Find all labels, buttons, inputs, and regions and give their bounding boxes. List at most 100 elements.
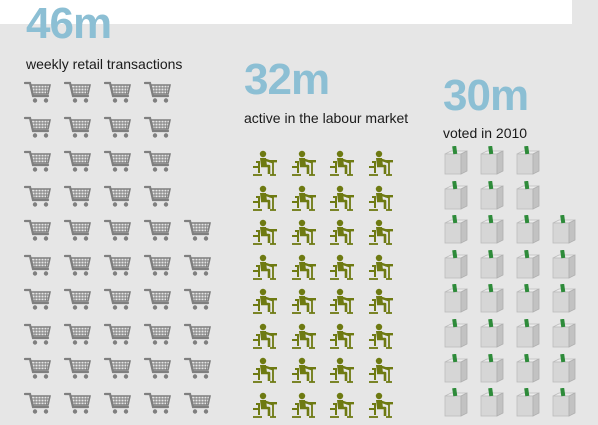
shopping-cart-icon — [183, 253, 212, 277]
ballot-box-icon — [551, 249, 577, 280]
shopping-cart-icon — [23, 218, 52, 242]
worker-at-desk-icon — [366, 254, 394, 280]
worker-at-desk-icon — [250, 219, 278, 245]
shopping-cart-icon — [23, 287, 52, 311]
shopping-cart-icon — [143, 184, 172, 208]
worker-at-desk-icon — [366, 357, 394, 383]
ballot-box-icon — [515, 284, 541, 314]
stat-caption-labour: active in the labour market — [244, 110, 409, 126]
ballot-box-icon — [551, 353, 577, 384]
shopping-cart-icon — [103, 149, 132, 173]
worker-at-desk-icon — [366, 219, 394, 245]
shopping-cart-icon — [103, 115, 132, 139]
shopping-cart-icon — [143, 253, 172, 277]
worker-at-desk-icon — [327, 323, 355, 349]
shopping-cart-icon — [183, 356, 212, 380]
worker-at-desk-icon — [327, 288, 355, 314]
shopping-cart-icon — [143, 356, 172, 380]
ballot-box-icon — [443, 180, 469, 211]
shopping-cart-icon — [183, 391, 212, 415]
shopping-cart-icon — [103, 356, 132, 380]
shopping-cart-icon — [103, 322, 132, 346]
shopping-cart-icon — [63, 322, 92, 346]
ballot-box-icon — [479, 180, 505, 211]
ballot-box-icon — [479, 387, 505, 418]
stat-caption-voters: voted in 2010 — [443, 125, 528, 141]
shopping-cart-icon — [143, 149, 172, 173]
shopping-cart-icon — [63, 115, 92, 139]
ballot-box-icon — [479, 353, 505, 384]
stat-value-voters: 30m — [443, 71, 529, 120]
worker-at-desk-icon — [327, 392, 355, 418]
shopping-cart-icon — [103, 287, 132, 311]
shopping-cart-icon — [63, 253, 92, 277]
worker-at-desk-icon — [289, 392, 317, 418]
shopping-cart-icon — [23, 149, 52, 173]
ballot-box-icon — [551, 284, 577, 314]
ballot-box-icon — [443, 145, 469, 176]
shopping-cart-icon — [23, 253, 52, 277]
worker-at-desk-icon — [327, 150, 355, 176]
shopping-cart-icon — [63, 287, 92, 311]
ballot-box-icon — [551, 214, 577, 245]
ballot-box-icon — [443, 214, 469, 245]
shopping-cart-icon — [63, 391, 92, 415]
worker-at-desk-icon — [327, 185, 355, 211]
worker-at-desk-icon — [289, 185, 317, 211]
worker-at-desk-icon — [250, 392, 278, 418]
ballot-box-icon — [515, 387, 541, 418]
ballot-box-icon — [515, 249, 541, 280]
worker-at-desk-icon — [250, 185, 278, 211]
worker-at-desk-icon — [289, 357, 317, 383]
shopping-cart-icon — [23, 80, 52, 104]
shopping-cart-icon — [143, 218, 172, 242]
shopping-cart-icon — [23, 356, 52, 380]
worker-at-desk-icon — [327, 219, 355, 245]
worker-at-desk-icon — [366, 288, 394, 314]
ballot-box-icon — [443, 387, 469, 418]
shopping-cart-icon — [63, 149, 92, 173]
shopping-cart-icon — [103, 391, 132, 415]
ballot-box-icon — [479, 249, 505, 280]
worker-at-desk-icon — [250, 254, 278, 280]
shopping-cart-icon — [143, 391, 172, 415]
ballot-box-icon — [479, 318, 505, 349]
shopping-cart-icon — [23, 184, 52, 208]
worker-at-desk-icon — [366, 185, 394, 211]
shopping-cart-icon — [143, 322, 172, 346]
worker-at-desk-icon — [250, 357, 278, 383]
ballot-box-icon — [551, 318, 577, 349]
shopping-cart-icon — [63, 218, 92, 242]
ballot-box-icon — [479, 145, 505, 176]
worker-at-desk-icon — [289, 254, 317, 280]
shopping-cart-icon — [63, 184, 92, 208]
shopping-cart-icon — [183, 218, 212, 242]
worker-at-desk-icon — [250, 288, 278, 314]
worker-at-desk-icon — [366, 150, 394, 176]
shopping-cart-icon — [23, 391, 52, 415]
ballot-box-icon — [515, 145, 541, 176]
worker-at-desk-icon — [289, 323, 317, 349]
worker-at-desk-icon — [366, 323, 394, 349]
worker-at-desk-icon — [327, 357, 355, 383]
ballot-box-icon — [443, 318, 469, 349]
worker-at-desk-icon — [289, 219, 317, 245]
stat-caption-transactions: weekly retail transactions — [26, 56, 183, 72]
stat-value-transactions: 46m — [26, 0, 112, 48]
ballot-box-icon — [551, 387, 577, 418]
shopping-cart-icon — [103, 80, 132, 104]
worker-at-desk-icon — [250, 323, 278, 349]
shopping-cart-icon — [63, 356, 92, 380]
shopping-cart-icon — [103, 218, 132, 242]
shopping-cart-icon — [183, 322, 212, 346]
ballot-box-icon — [443, 284, 469, 314]
worker-at-desk-icon — [327, 254, 355, 280]
shopping-cart-icon — [183, 287, 212, 311]
shopping-cart-icon — [143, 115, 172, 139]
shopping-cart-icon — [63, 80, 92, 104]
shopping-cart-icon — [103, 184, 132, 208]
worker-at-desk-icon — [250, 150, 278, 176]
worker-at-desk-icon — [289, 288, 317, 314]
shopping-cart-icon — [103, 253, 132, 277]
ballot-box-icon — [443, 249, 469, 280]
